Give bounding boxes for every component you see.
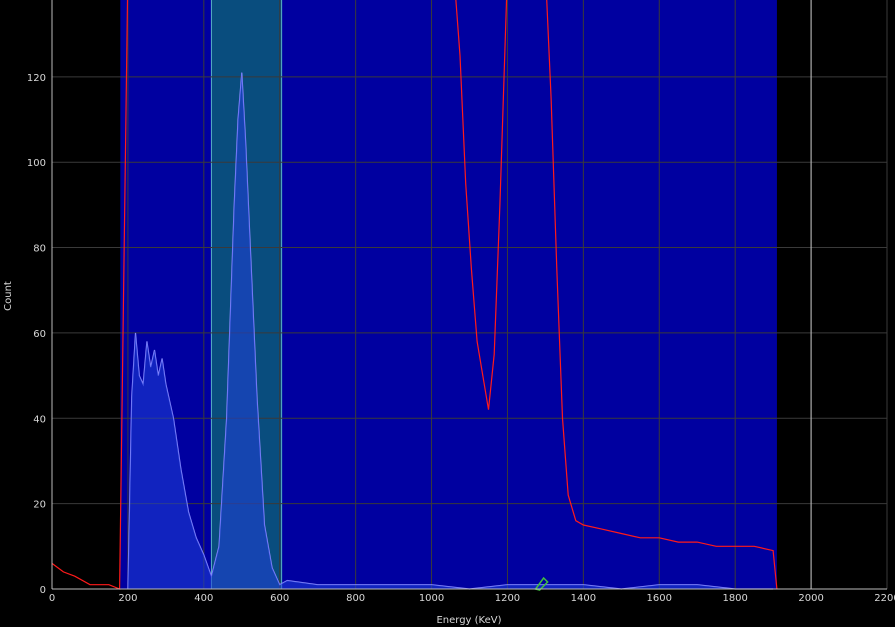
x-axis-title: Energy (KeV)	[436, 615, 501, 626]
y-tick-label: 20	[33, 500, 46, 511]
x-tick-label: 400	[194, 593, 213, 604]
series-line-0	[51, 0, 778, 590]
y-tick-label: 100	[27, 158, 46, 169]
y-axis-title: Count	[3, 281, 14, 311]
y-tick-label: 0	[40, 585, 46, 596]
x-tick-label: 0	[49, 593, 55, 604]
x-tick-label: 1000	[419, 593, 444, 604]
x-tick-label: 200	[118, 593, 137, 604]
y-tick-label: 80	[33, 244, 46, 255]
y-tick-label: 60	[33, 329, 46, 340]
x-tick-label: 2000	[798, 593, 823, 604]
energy-marker-icon	[534, 576, 549, 591]
x-tick-label: 1800	[722, 593, 747, 604]
series-area-blue	[127, 72, 774, 590]
series-layer	[51, 0, 778, 590]
region-of-interest-layer	[120, 0, 777, 589]
x-tick-label: 1200	[495, 593, 520, 604]
x-tick-label: 600	[270, 593, 289, 604]
axis-layer: 0 200 400 600 800 1000 1200 1400 1600 1800 2000 220…	[27, 0, 895, 604]
y-tick-label: 40	[33, 414, 46, 425]
y-tick-label: 120	[27, 73, 46, 84]
x-tick-label: 1400	[571, 593, 596, 604]
x-tick-label: 1600	[647, 593, 672, 604]
x-tick-label: 800	[346, 593, 365, 604]
